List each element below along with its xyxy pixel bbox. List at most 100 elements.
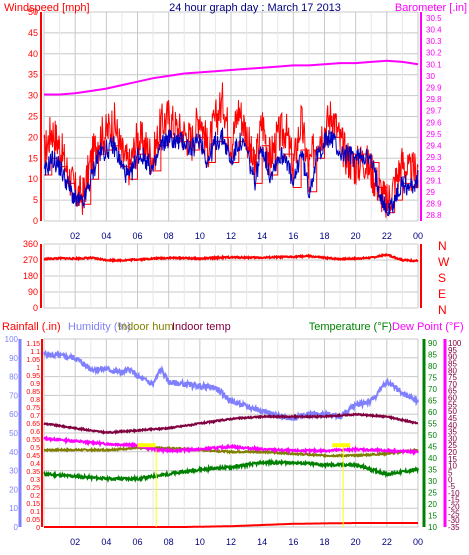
rainfall-y-tick-label: 0 [36, 525, 40, 532]
rainfall-y-tick-label: 1.15 [26, 341, 40, 348]
dew-point-y-tick-label: 20 [448, 448, 457, 457]
barometer-y-tick-label: 29.9 [426, 83, 442, 92]
rainfall-y-tick-label: 0.1 [30, 509, 40, 516]
lower-x-tick-label: 04 [101, 537, 111, 547]
compass-label-e: E [438, 287, 446, 301]
wind-y-tick-label: 5 [33, 195, 38, 205]
x-tick-label: 02 [70, 231, 80, 241]
dew-point-y-tick-label: 40 [448, 421, 457, 430]
dew-point-y-tick-label: 60 [448, 394, 457, 403]
windspeed-series-line [43, 82, 419, 218]
lower-x-tick-label: 12 [226, 537, 236, 547]
rainfall-y-tick-label: 0.25 [26, 485, 40, 492]
temperature-y-tick-label: 30 [428, 477, 437, 486]
humidity-y-tick-label: 30 [9, 467, 18, 476]
dew-point-y-tick-label: 10 [448, 462, 457, 471]
temperature-y-tick-label: 90 [428, 339, 437, 348]
barometer-y-tick-label: 30.2 [426, 49, 442, 58]
lower-x-tick-label: 06 [132, 537, 142, 547]
barometer-y-tick-label: 29.1 [426, 176, 442, 185]
humidity-y-tick-label: 40 [9, 448, 18, 457]
dew-point-y-tick-label: -30 [448, 516, 460, 525]
rainfall-y-tick-label: 0.15 [26, 501, 40, 508]
humidity-label: Humidity (%) [68, 321, 131, 333]
dew-point-y-tick-label: -5 [448, 482, 456, 491]
wind-y-tick-label: 15 [28, 153, 38, 163]
rainfall-y-tick-label: 0.5 [30, 445, 40, 452]
wind-y-tick-label: 30 [28, 91, 38, 101]
dew-point-y-tick-label: 70 [448, 380, 457, 389]
temperature-y-tick-label: 75 [428, 374, 437, 383]
rainfall-y-tick-label: 1.1 [30, 349, 40, 356]
dew-point-y-tick-label: 25 [448, 441, 457, 450]
dew-point-y-tick-label: 65 [448, 387, 457, 396]
wind-y-tick-label: 40 [28, 49, 38, 59]
direction-y-tick-label: 180 [23, 271, 38, 281]
lower-x-tick-label: 08 [164, 537, 174, 547]
humidity-y-tick-label: 80 [9, 373, 18, 382]
lower-x-tick-label: 16 [288, 537, 298, 547]
dew-point-y-tick-label: -25 [448, 509, 460, 518]
temperature-y-tick-label: 50 [428, 431, 437, 440]
indoor-temp-label: Indoor temp [172, 321, 231, 333]
dew-point-y-tick-label: 75 [448, 373, 457, 382]
dew-point-series-line [43, 435, 419, 457]
temperature-y-tick-label: 10 [428, 523, 437, 532]
x-tick-label: 10 [195, 231, 205, 241]
rainfall-y-tick-label: 0.2 [30, 493, 40, 500]
dew-point-y-tick-label: 50 [448, 407, 457, 416]
chart-title: 24 hour graph day : March 17 2013 [169, 2, 341, 14]
dew-point-y-tick-label: 100 [448, 339, 462, 348]
x-tick-label: 04 [101, 231, 111, 241]
lower-x-tick-label: 10 [195, 537, 205, 547]
direction-y-tick-label: 0 [33, 303, 38, 313]
rainfall-y-tick-label: 0.9 [30, 381, 40, 388]
rainfall-y-tick-label: 0.45 [26, 453, 40, 460]
compass-label-n-bottom: N [438, 303, 447, 317]
humidity-y-tick-label: 50 [9, 429, 18, 438]
compass-label-w: W [438, 255, 450, 269]
indoor-temp-series-line [43, 412, 418, 435]
temperature-series-line [43, 457, 419, 483]
wind-y-tick-label: 10 [28, 174, 38, 184]
x-tick-label: 16 [288, 231, 298, 241]
dew-point-y-tick-label: 85 [448, 359, 457, 368]
dew-point-y-tick-label: 95 [448, 346, 457, 355]
humidity-y-tick-label: 90 [9, 354, 18, 363]
x-tick-label: 00 [413, 231, 423, 241]
direction-y-tick-label: 360 [23, 239, 38, 249]
dew-point-y-tick-label: 90 [448, 353, 457, 362]
rainfall-y-tick-label: 0.75 [26, 405, 40, 412]
lower-x-tick-label: 20 [351, 537, 361, 547]
barometer-y-tick-label: 30.5 [426, 14, 442, 23]
windspeed-axis-label: Windspeed [mph] [4, 2, 90, 14]
rainfall-y-tick-label: 0.05 [26, 517, 40, 524]
rainfall-y-tick-label: 0.65 [26, 421, 40, 428]
temperature-y-tick-label: 35 [428, 466, 437, 475]
temperature-y-tick-label: 80 [428, 362, 437, 371]
barometer-y-tick-label: 29.3 [426, 153, 442, 162]
rainfall-y-tick-label: 0.55 [26, 437, 40, 444]
temperature-y-tick-label: 25 [428, 489, 437, 498]
wind-y-tick-label: 20 [28, 132, 38, 142]
x-tick-label: 20 [351, 231, 361, 241]
wind-y-tick-label: 45 [28, 28, 38, 38]
x-tick-label: 18 [319, 231, 329, 241]
rainfall-y-tick-label: 0.8 [30, 397, 40, 404]
rainfall-y-tick-label: 1.05 [26, 357, 40, 364]
lower-x-tick-label: 22 [382, 537, 392, 547]
dew-point-y-tick-label: -35 [448, 523, 460, 532]
rainfall-y-tick-label: 0.3 [30, 477, 40, 484]
barometer-y-tick-label: 29.7 [426, 107, 442, 116]
rainfall-y-tick-label: 0.4 [30, 461, 40, 468]
compass-label-s: S [438, 271, 446, 285]
dew-point-y-tick-label: 55 [448, 400, 457, 409]
wind-y-tick-label: 35 [28, 70, 38, 80]
barometer-y-tick-label: 29 [426, 188, 435, 197]
rainfall-y-tick-label: 0.7 [30, 413, 40, 420]
dew-point-min-highlight [137, 443, 156, 448]
x-tick-label: 06 [132, 231, 142, 241]
temperature-y-tick-label: 45 [428, 443, 437, 452]
barometer-y-tick-label: 29.8 [426, 95, 442, 104]
